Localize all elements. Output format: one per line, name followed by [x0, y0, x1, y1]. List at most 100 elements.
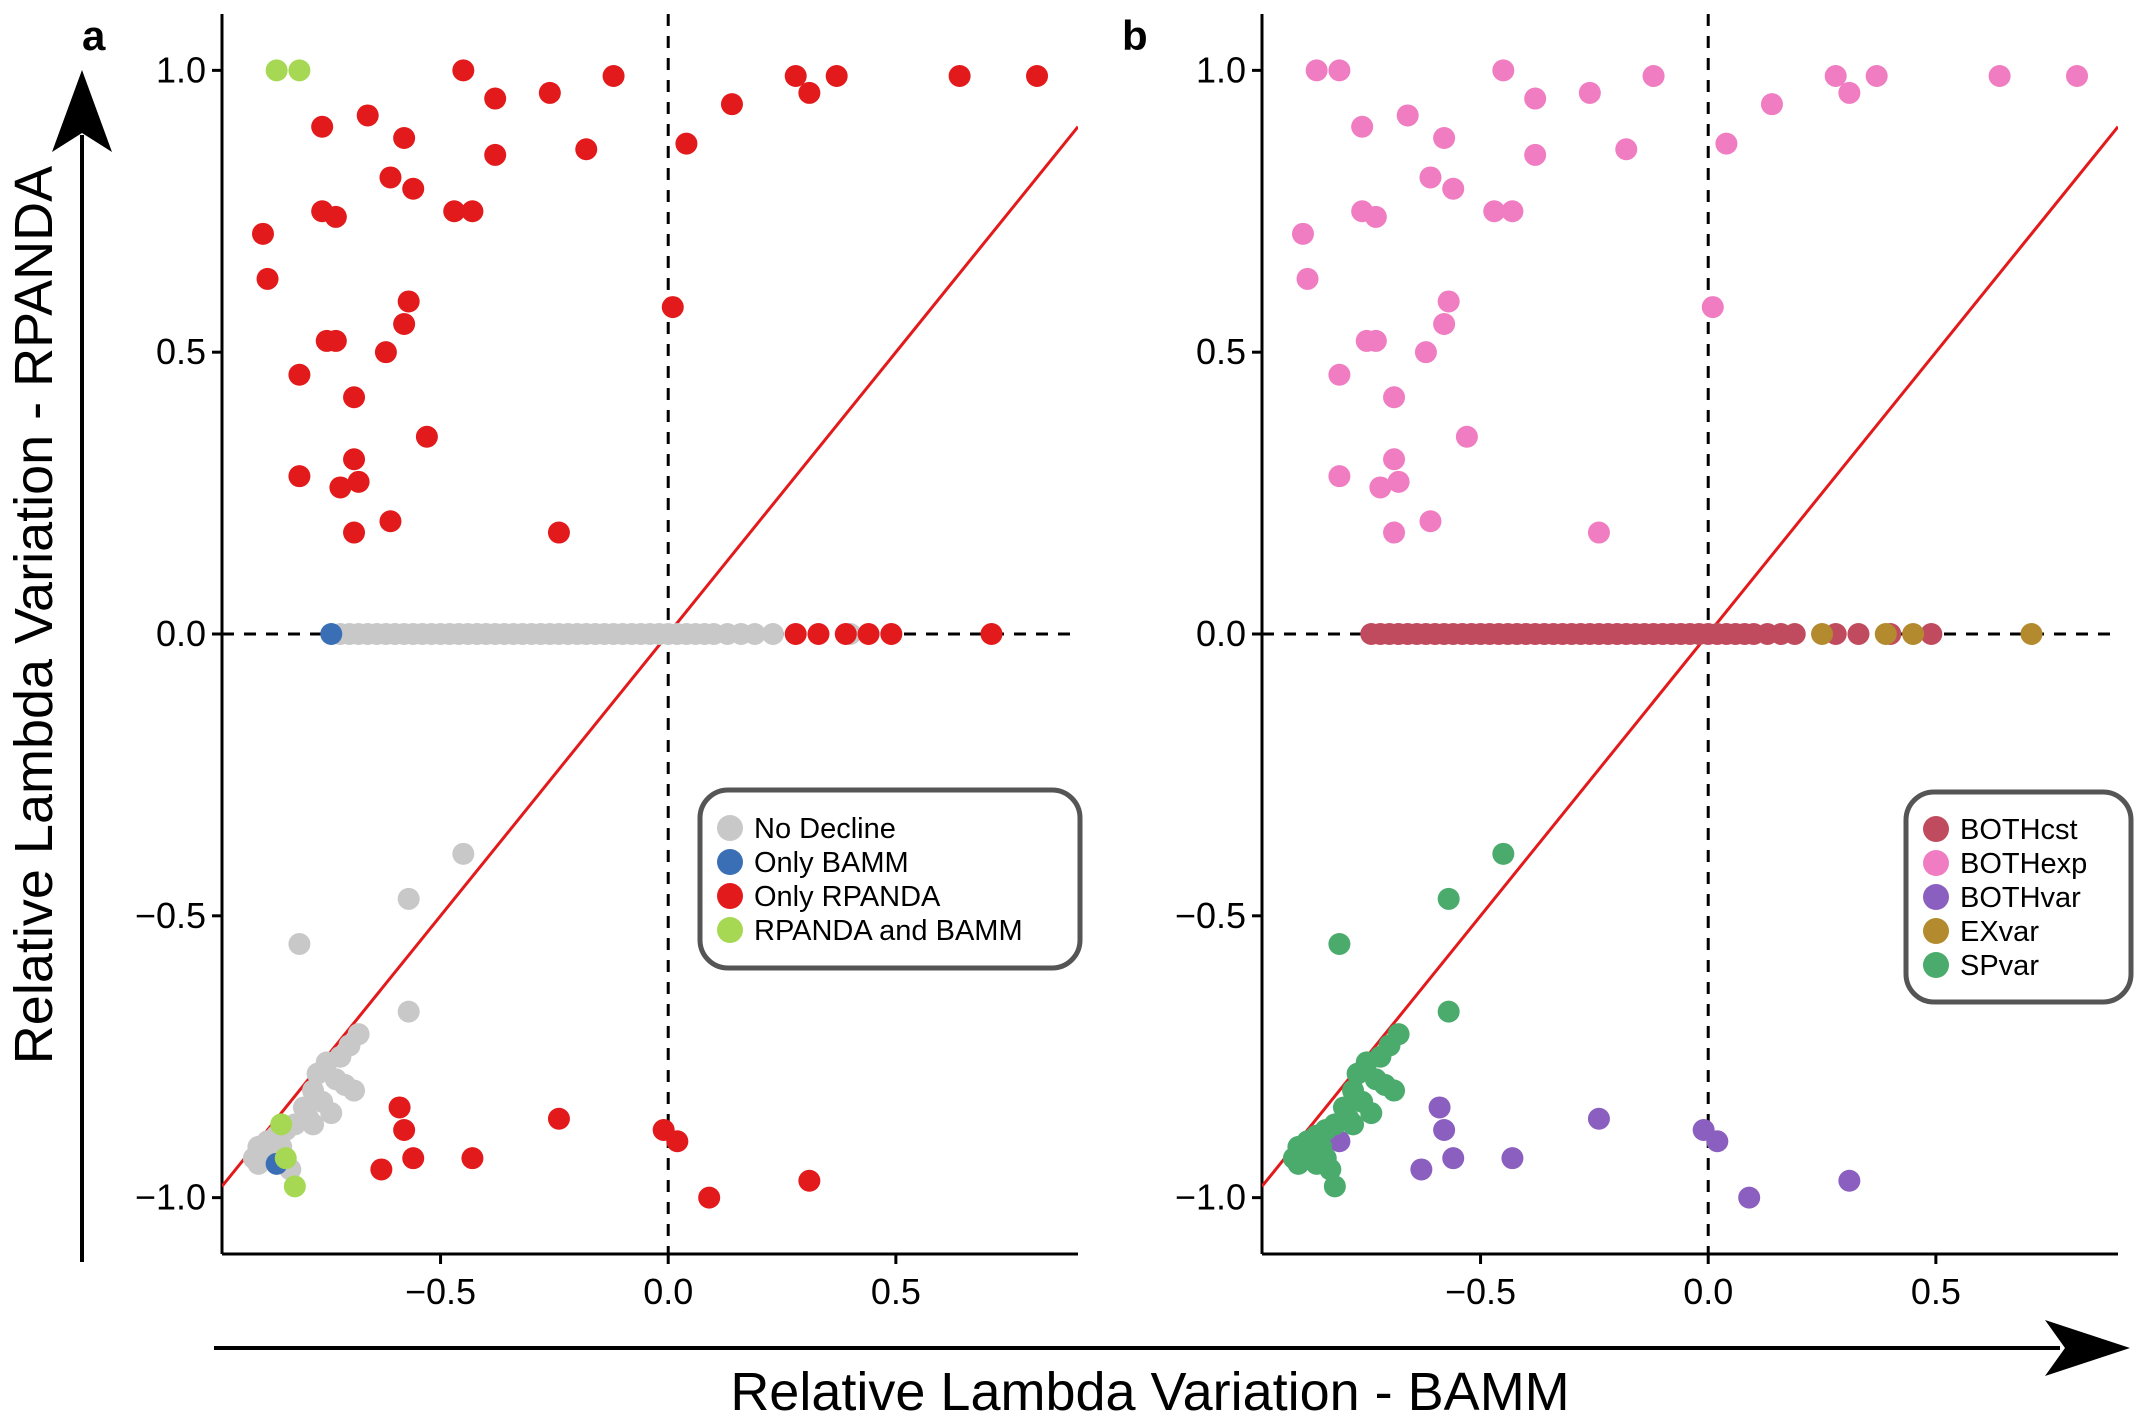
data-point	[415, 425, 438, 448]
legend-swatch	[1923, 952, 1949, 978]
data-point	[1811, 623, 1834, 645]
data-point	[1419, 510, 1442, 533]
data-point	[1437, 290, 1460, 313]
x-tick-label: −0.5	[1445, 1271, 1516, 1312]
data-point	[251, 222, 274, 245]
legend-swatch	[717, 883, 743, 909]
data-point	[1328, 933, 1351, 955]
data-point	[1492, 59, 1515, 82]
data-point	[1387, 470, 1410, 493]
data-point	[1988, 65, 2011, 87]
y-axis-title: Relative Lambda Variation - RPANDA	[4, 166, 64, 1064]
data-point	[575, 138, 598, 161]
y-axis-arrow	[52, 70, 112, 1262]
data-point	[1305, 59, 1328, 82]
data-point	[720, 93, 743, 116]
legend-swatch	[717, 815, 743, 841]
legend-swatch	[1923, 850, 1949, 876]
data-point	[1369, 476, 1392, 499]
legend-label: BOTHexp	[1960, 848, 2087, 880]
data-point	[484, 87, 507, 110]
data-point	[1587, 521, 1610, 544]
data-point	[807, 623, 830, 645]
data-point	[1314, 1147, 1337, 1170]
data-point	[1364, 205, 1387, 228]
data-point	[443, 200, 466, 223]
data-point	[283, 1175, 306, 1198]
data-point	[1524, 87, 1547, 110]
data-point	[825, 65, 848, 87]
data-point	[1492, 842, 1515, 865]
data-point	[602, 65, 625, 87]
data-point	[379, 166, 402, 189]
legend-label: RPANDA and BAMM	[754, 915, 1023, 947]
x-axis-arrow	[214, 1320, 2130, 1376]
data-point	[1865, 65, 1888, 87]
data-point	[1383, 448, 1406, 471]
data-point	[484, 143, 507, 166]
legend-label: Only BAMM	[754, 847, 909, 879]
data-point	[1396, 104, 1419, 127]
data-point	[1414, 341, 1437, 364]
data-point	[1847, 623, 1870, 645]
y-tick-label: 0.5	[156, 331, 206, 372]
legend-box	[1903, 789, 2134, 1005]
y-tick-label: −1.0	[1175, 1177, 1246, 1218]
data-point	[247, 1152, 270, 1175]
y-tick-label: 0.0	[156, 613, 206, 654]
data-point	[743, 623, 766, 645]
data-point	[452, 842, 475, 865]
data-point	[547, 1107, 570, 1130]
data-point	[370, 1158, 393, 1181]
panel-a-points	[242, 59, 1049, 1209]
data-point	[393, 127, 416, 149]
data-point	[1410, 1158, 1433, 1181]
data-point	[347, 470, 370, 493]
legend-swatch	[717, 917, 743, 943]
data-point	[324, 329, 347, 352]
data-point	[880, 623, 903, 645]
data-point	[343, 386, 366, 409]
legend-box	[697, 787, 1083, 971]
identity-line	[1262, 125, 2118, 1188]
data-point	[324, 205, 347, 228]
data-point	[1437, 1000, 1460, 1023]
data-point	[948, 65, 971, 87]
data-point	[265, 59, 288, 82]
data-point	[1587, 1107, 1610, 1130]
data-point	[288, 933, 311, 955]
data-point	[402, 1147, 425, 1170]
data-point	[402, 177, 425, 200]
data-point	[320, 1102, 343, 1125]
x-tick-label: 0.0	[643, 1271, 693, 1312]
data-point	[1383, 386, 1406, 409]
data-point	[698, 1186, 721, 1209]
data-point	[1838, 81, 1861, 104]
legend-swatch	[1923, 918, 1949, 944]
data-point	[1323, 1175, 1346, 1198]
data-point	[388, 1096, 411, 1119]
data-point	[857, 623, 880, 645]
data-point	[1706, 1130, 1729, 1153]
data-point	[1715, 132, 1738, 155]
data-point	[784, 65, 807, 87]
data-point	[538, 81, 561, 104]
legend-label: BOTHvar	[1960, 882, 2081, 914]
data-point	[270, 1113, 293, 1136]
data-point	[329, 476, 352, 499]
x-tick-label: 0.0	[1683, 1271, 1733, 1312]
data-point	[1364, 329, 1387, 352]
data-point	[397, 1000, 420, 1023]
data-point	[798, 1169, 821, 1192]
data-point	[1615, 138, 1638, 161]
data-point	[343, 521, 366, 544]
data-point	[393, 1119, 416, 1141]
data-point	[1874, 623, 1897, 645]
data-point	[1328, 465, 1351, 488]
data-point	[356, 104, 379, 127]
data-point	[834, 623, 857, 645]
data-point	[320, 623, 343, 645]
data-point	[1437, 887, 1460, 910]
y-tick-label: 0.5	[1196, 331, 1246, 372]
